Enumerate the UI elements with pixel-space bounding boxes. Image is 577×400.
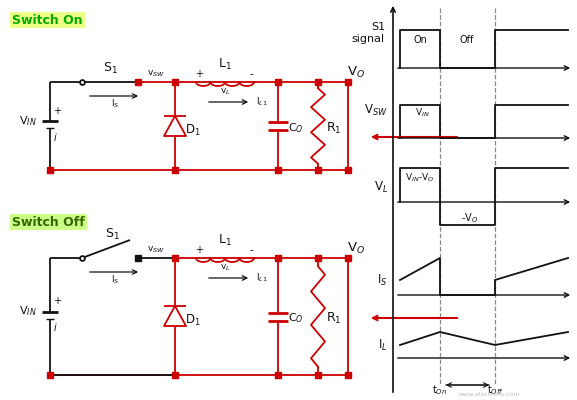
Text: i: i <box>54 323 57 333</box>
Text: I$_S$: I$_S$ <box>377 272 388 288</box>
Text: V$_{IN}$: V$_{IN}$ <box>415 107 429 119</box>
Text: Switch On: Switch On <box>12 14 83 26</box>
Text: +: + <box>195 69 203 79</box>
Text: Switch Off: Switch Off <box>12 216 85 228</box>
Text: Off: Off <box>460 35 474 45</box>
Text: I$_S$: I$_S$ <box>111 274 119 286</box>
Text: +: + <box>53 296 61 306</box>
Text: v$_{SW}$: v$_{SW}$ <box>147 245 165 255</box>
Text: V$_{IN}$-V$_O$: V$_{IN}$-V$_O$ <box>405 172 434 184</box>
Text: -: - <box>249 245 253 255</box>
Text: R$_1$: R$_1$ <box>326 310 342 326</box>
Text: v$_{SW}$: v$_{SW}$ <box>147 69 165 79</box>
Text: S1
signal: S1 signal <box>352 22 385 44</box>
Text: v$_L$: v$_L$ <box>220 263 230 273</box>
Text: I$_{L1}$: I$_{L1}$ <box>256 272 268 284</box>
Text: t$_{Off}$: t$_{Off}$ <box>486 383 504 397</box>
Text: R$_1$: R$_1$ <box>326 120 342 136</box>
Text: On: On <box>413 35 427 45</box>
Text: C$_O$: C$_O$ <box>288 121 304 135</box>
Text: V$_{SW}$: V$_{SW}$ <box>364 102 388 118</box>
Text: I$_S$: I$_S$ <box>111 98 119 110</box>
Text: I$_L$: I$_L$ <box>379 338 388 352</box>
Text: -: - <box>249 69 253 79</box>
Text: +: + <box>53 106 61 116</box>
Text: S$_1$: S$_1$ <box>104 226 119 242</box>
Text: V$_{IN}$: V$_{IN}$ <box>20 114 37 128</box>
Text: L$_1$: L$_1$ <box>218 56 232 72</box>
Text: C$_O$: C$_O$ <box>288 311 304 325</box>
Text: L$_1$: L$_1$ <box>218 232 232 248</box>
Text: S$_1$: S$_1$ <box>103 60 117 76</box>
Text: I$_{L1}$: I$_{L1}$ <box>256 96 268 108</box>
Text: i: i <box>54 133 57 143</box>
Text: D$_1$: D$_1$ <box>185 312 201 328</box>
Text: +: + <box>195 245 203 255</box>
Text: -V$_O$: -V$_O$ <box>462 211 479 225</box>
Text: www.alactruns.com: www.alactruns.com <box>459 392 521 396</box>
Text: t$_{On}$: t$_{On}$ <box>432 383 448 397</box>
Text: D$_1$: D$_1$ <box>185 122 201 138</box>
Text: V$_O$: V$_O$ <box>347 240 365 256</box>
Text: V$_L$: V$_L$ <box>374 180 388 194</box>
Text: v$_L$: v$_L$ <box>220 87 230 97</box>
Text: V$_O$: V$_O$ <box>347 64 365 80</box>
Text: V$_{IN}$: V$_{IN}$ <box>20 304 37 318</box>
